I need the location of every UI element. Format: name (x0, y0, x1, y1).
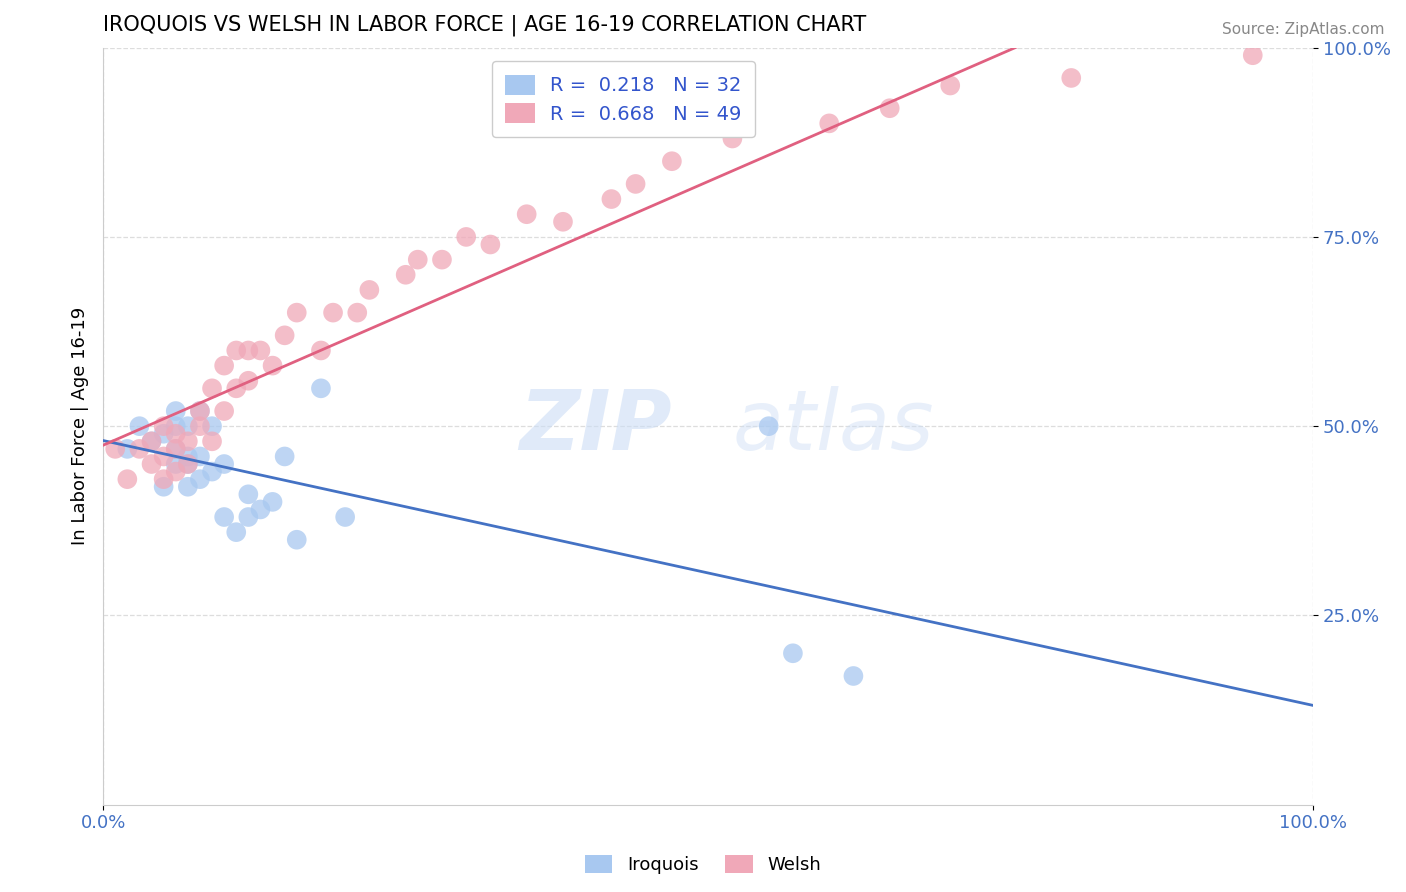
Point (188, 404, 211, 418)
Point (177, 457, 200, 471)
Point (333, 510, 356, 524)
Point (273, 450, 295, 464)
Point (516, 207, 538, 221)
Point (177, 419, 200, 434)
Point (249, 502, 271, 516)
Point (188, 419, 211, 434)
Point (721, 131, 744, 145)
Point (249, 343, 271, 358)
Text: ZIP: ZIP (519, 385, 672, 467)
Point (1241, 48, 1264, 62)
Point (188, 450, 211, 464)
Point (201, 434, 224, 449)
Point (201, 381, 224, 395)
Point (188, 404, 211, 418)
Point (104, 442, 127, 456)
Point (346, 305, 368, 319)
Point (141, 434, 163, 449)
Point (551, 215, 574, 229)
Point (165, 419, 187, 434)
Point (479, 237, 502, 252)
Point (152, 472, 174, 486)
Point (201, 465, 224, 479)
Point (758, 419, 780, 434)
Point (395, 268, 418, 282)
Point (309, 381, 332, 395)
Text: atlas: atlas (733, 385, 934, 467)
Point (624, 177, 647, 191)
Point (177, 450, 200, 464)
Point (842, 669, 865, 683)
Point (1060, 70, 1083, 85)
Point (165, 442, 187, 456)
Point (177, 434, 200, 449)
Point (141, 434, 163, 449)
Point (430, 252, 453, 267)
Point (238, 510, 260, 524)
Point (152, 480, 174, 494)
Point (117, 472, 139, 486)
Point (165, 465, 187, 479)
Point (879, 101, 901, 115)
Point (238, 487, 260, 501)
Text: Source: ZipAtlas.com: Source: ZipAtlas.com (1222, 22, 1385, 37)
Point (212, 510, 235, 524)
Point (152, 419, 174, 434)
Point (165, 426, 187, 441)
Point (212, 404, 235, 418)
Point (201, 419, 224, 434)
Point (225, 381, 247, 395)
Point (359, 283, 381, 297)
Point (152, 450, 174, 464)
Point (128, 419, 150, 434)
Point (238, 374, 260, 388)
Point (273, 328, 295, 343)
Point (225, 343, 247, 358)
Point (600, 192, 623, 206)
Point (285, 533, 308, 547)
Point (152, 426, 174, 441)
Point (177, 480, 200, 494)
Point (939, 78, 962, 93)
Point (262, 359, 284, 373)
Point (238, 343, 260, 358)
Point (225, 525, 247, 540)
Point (309, 343, 332, 358)
Point (782, 646, 804, 660)
Text: IROQUOIS VS WELSH IN LABOR FORCE | AGE 16-19 CORRELATION CHART: IROQUOIS VS WELSH IN LABOR FORCE | AGE 1… (103, 15, 866, 37)
Y-axis label: In Labor Force | Age 16-19: In Labor Force | Age 16-19 (72, 307, 89, 545)
Legend: Iroquois, Welsh: Iroquois, Welsh (576, 846, 830, 883)
Point (406, 252, 429, 267)
Point (322, 305, 344, 319)
Point (165, 457, 187, 471)
Point (165, 442, 187, 456)
Point (212, 457, 235, 471)
Point (141, 457, 163, 471)
Point (818, 116, 841, 130)
Point (165, 404, 187, 418)
Point (456, 230, 478, 244)
Point (661, 154, 683, 169)
Point (128, 442, 150, 456)
Point (177, 457, 200, 471)
Point (285, 305, 308, 319)
Point (188, 472, 211, 486)
Point (117, 442, 139, 456)
Point (212, 359, 235, 373)
Point (262, 495, 284, 509)
Legend: R =  0.218   N = 32, R =  0.668   N = 49: R = 0.218 N = 32, R = 0.668 N = 49 (492, 62, 755, 137)
